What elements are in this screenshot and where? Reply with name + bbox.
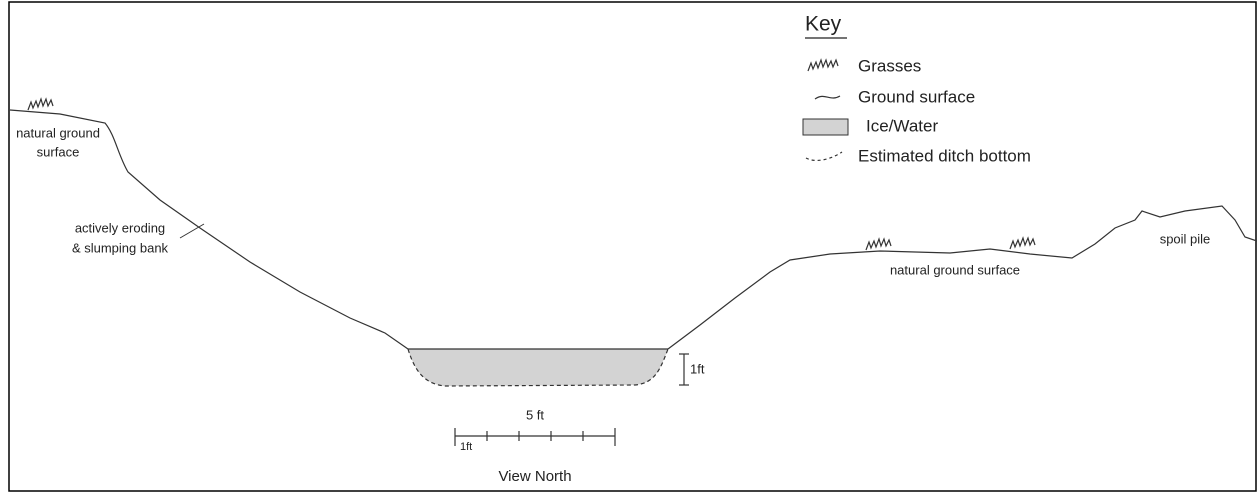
key-item: Ground surface bbox=[858, 87, 975, 106]
key-title: Key bbox=[805, 13, 842, 36]
leader-line bbox=[180, 224, 204, 238]
label: natural ground bbox=[16, 125, 100, 140]
view-label: View North bbox=[498, 468, 571, 485]
scale-label: 1ft bbox=[690, 361, 705, 376]
horizontal-scale bbox=[455, 428, 615, 446]
key-icon bbox=[806, 152, 842, 160]
scale-label: 5 ft bbox=[526, 407, 544, 422]
ice-water bbox=[408, 349, 668, 386]
key-icon bbox=[808, 60, 838, 71]
key-item: Grasses bbox=[858, 56, 921, 75]
label: surface bbox=[37, 144, 80, 159]
border bbox=[9, 2, 1256, 491]
label: & slumping bank bbox=[72, 240, 169, 255]
label: actively eroding bbox=[75, 220, 165, 235]
label: spoil pile bbox=[1160, 231, 1211, 246]
label: natural ground surface bbox=[890, 262, 1020, 277]
key-icon bbox=[815, 96, 840, 99]
key-icon bbox=[803, 119, 848, 135]
key-item: Ice/Water bbox=[866, 116, 938, 135]
vertical-scale bbox=[679, 354, 689, 385]
ground-surface bbox=[10, 110, 1257, 349]
diagram: natural ground surface actively eroding … bbox=[0, 0, 1257, 492]
key-item: Estimated ditch bottom bbox=[858, 146, 1031, 165]
scale-label: 1ft bbox=[460, 441, 472, 453]
